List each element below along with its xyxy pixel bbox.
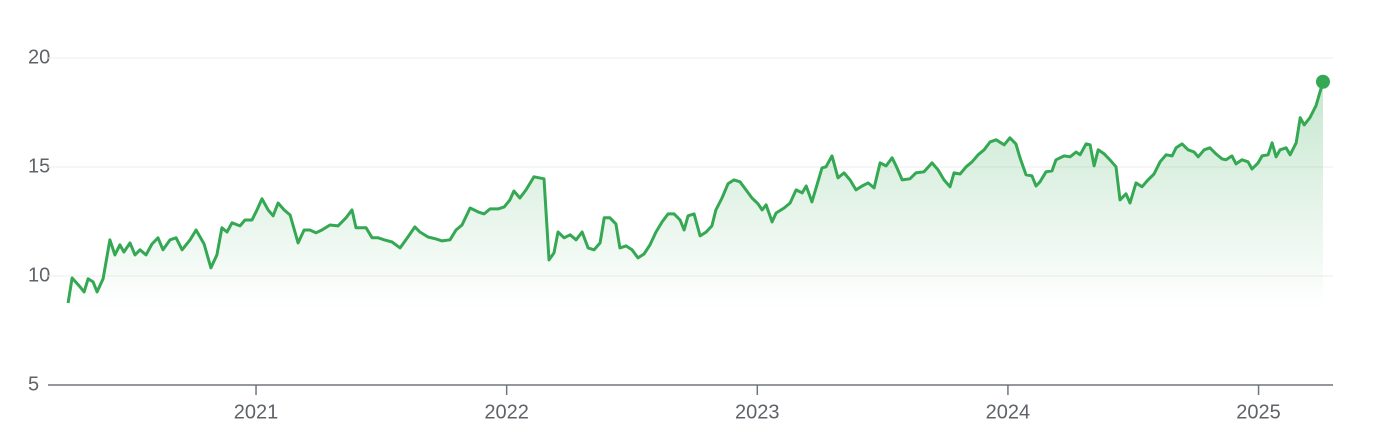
y-tick-label: 20 [28, 46, 50, 68]
last-point [1315, 74, 1330, 89]
line [66, 81, 1325, 304]
x-tick-label: 2021 [234, 401, 279, 423]
y-tick-label: 5 [28, 373, 39, 395]
x-tick-label: 2023 [735, 401, 780, 423]
area [68, 81, 1324, 386]
x-tick-label: 2022 [484, 401, 529, 423]
x-tick-label: 2025 [1236, 401, 1281, 423]
y-tick-label: 15 [28, 155, 50, 177]
x-tick-label: 2024 [986, 401, 1031, 423]
y-tick-label: 10 [28, 264, 50, 286]
